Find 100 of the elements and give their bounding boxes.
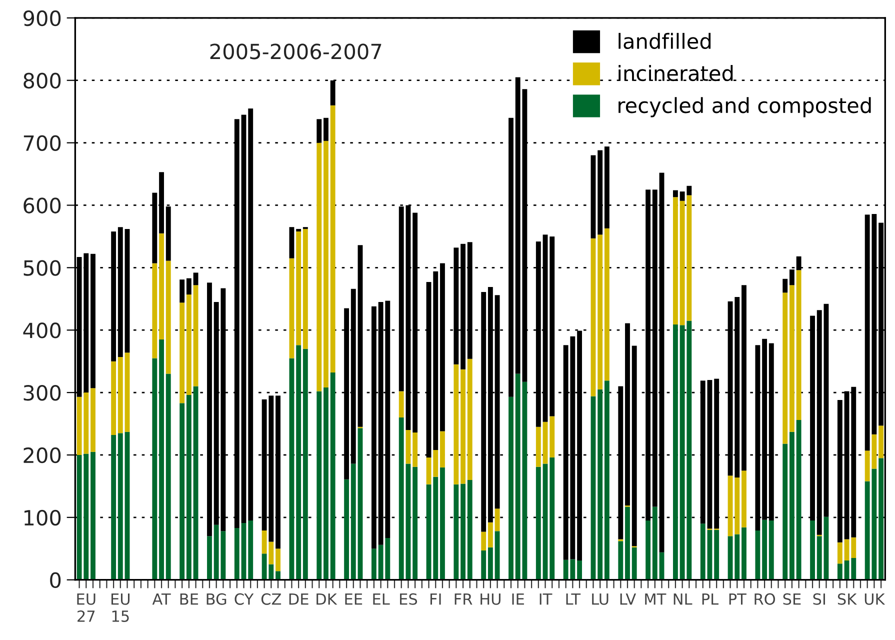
x-tick-label: RO <box>754 593 776 605</box>
y-tick-label: 300 <box>24 384 61 401</box>
bar <box>124 352 130 432</box>
bar <box>536 466 541 580</box>
bar <box>714 530 720 580</box>
legend-label: recycled and composted <box>618 97 871 118</box>
y-tick-label: 900 <box>24 10 61 26</box>
bar <box>598 234 603 390</box>
bar <box>542 422 548 464</box>
x-tick-label: EL <box>373 594 390 605</box>
bar <box>789 285 794 432</box>
x-tick-label: EU 27 <box>77 594 96 622</box>
bar <box>330 105 336 373</box>
bar <box>488 522 493 548</box>
x-tick-label: CY <box>234 593 254 605</box>
x-tick-label: UK <box>864 594 886 605</box>
bar <box>234 528 240 580</box>
bar <box>159 233 164 340</box>
annotation: 2005-2006-2007 <box>210 44 382 60</box>
y-tick-label: 0 <box>50 572 61 588</box>
bar <box>550 416 555 458</box>
x-tick-label: LU <box>592 594 608 605</box>
bar <box>302 228 308 349</box>
bar <box>111 434 116 580</box>
x-tick-label: EE <box>345 594 362 605</box>
bar <box>851 558 856 580</box>
bar <box>207 536 212 580</box>
bar <box>426 484 432 580</box>
x-tick-label: SE <box>783 593 801 605</box>
bar <box>625 506 630 580</box>
bar <box>824 304 829 517</box>
bar <box>406 430 411 464</box>
bar <box>742 470 746 528</box>
bar <box>193 272 198 286</box>
bar <box>454 484 459 580</box>
bar <box>810 520 815 580</box>
bar <box>460 484 466 580</box>
bar <box>782 278 788 293</box>
bar <box>241 114 246 524</box>
bar <box>508 396 514 580</box>
bar <box>673 190 678 198</box>
bar <box>296 231 302 346</box>
bar <box>433 450 438 477</box>
bar <box>152 358 158 580</box>
bar <box>837 542 842 564</box>
bar <box>296 228 302 232</box>
bar <box>598 389 603 580</box>
bar <box>412 466 418 580</box>
bar <box>673 324 678 580</box>
y-tick-label: 600 <box>24 198 61 214</box>
bar <box>440 467 445 580</box>
bar <box>371 548 376 580</box>
bar <box>124 432 130 580</box>
bar <box>789 432 794 580</box>
bar <box>193 285 198 386</box>
bar <box>316 142 322 392</box>
y-tick-label: 100 <box>24 510 61 526</box>
bar <box>590 238 596 396</box>
bar <box>358 428 363 580</box>
bar <box>296 345 302 580</box>
bar <box>742 527 746 580</box>
bar <box>324 118 328 141</box>
bar <box>577 560 582 580</box>
bar <box>878 426 884 458</box>
bar <box>433 476 438 580</box>
x-tick-label: ES <box>400 593 418 605</box>
bar <box>755 530 760 580</box>
bar <box>350 464 356 580</box>
bar <box>454 364 459 484</box>
x-tick-label: DK <box>316 594 338 605</box>
bar <box>481 532 486 550</box>
bar <box>426 457 432 484</box>
bar <box>166 374 171 580</box>
bar <box>302 348 308 580</box>
x-tick-label: FR <box>454 594 472 605</box>
bar <box>324 140 328 388</box>
x-tick-label: SI <box>813 593 825 605</box>
x-tick-label: PT <box>729 594 746 605</box>
bar <box>90 254 96 388</box>
bar <box>344 479 350 580</box>
x-tick-label: NL <box>674 594 692 605</box>
bar <box>289 358 294 580</box>
bar <box>844 539 850 560</box>
bar <box>652 506 658 580</box>
bar <box>851 537 856 558</box>
bar <box>124 228 130 353</box>
x-tick-label: PL <box>702 594 719 605</box>
bar <box>796 420 802 580</box>
x-tick-label: HU <box>480 594 500 605</box>
bar <box>180 302 185 404</box>
bar <box>90 388 96 452</box>
bar <box>604 228 610 381</box>
bar <box>316 391 322 580</box>
x-tick-label: BE <box>180 594 198 605</box>
bar <box>590 396 596 580</box>
bar <box>762 520 768 580</box>
bar <box>467 358 472 480</box>
x-tick-label: DE <box>289 594 308 605</box>
x-tick-label: IE <box>512 594 524 605</box>
bar <box>488 547 493 580</box>
